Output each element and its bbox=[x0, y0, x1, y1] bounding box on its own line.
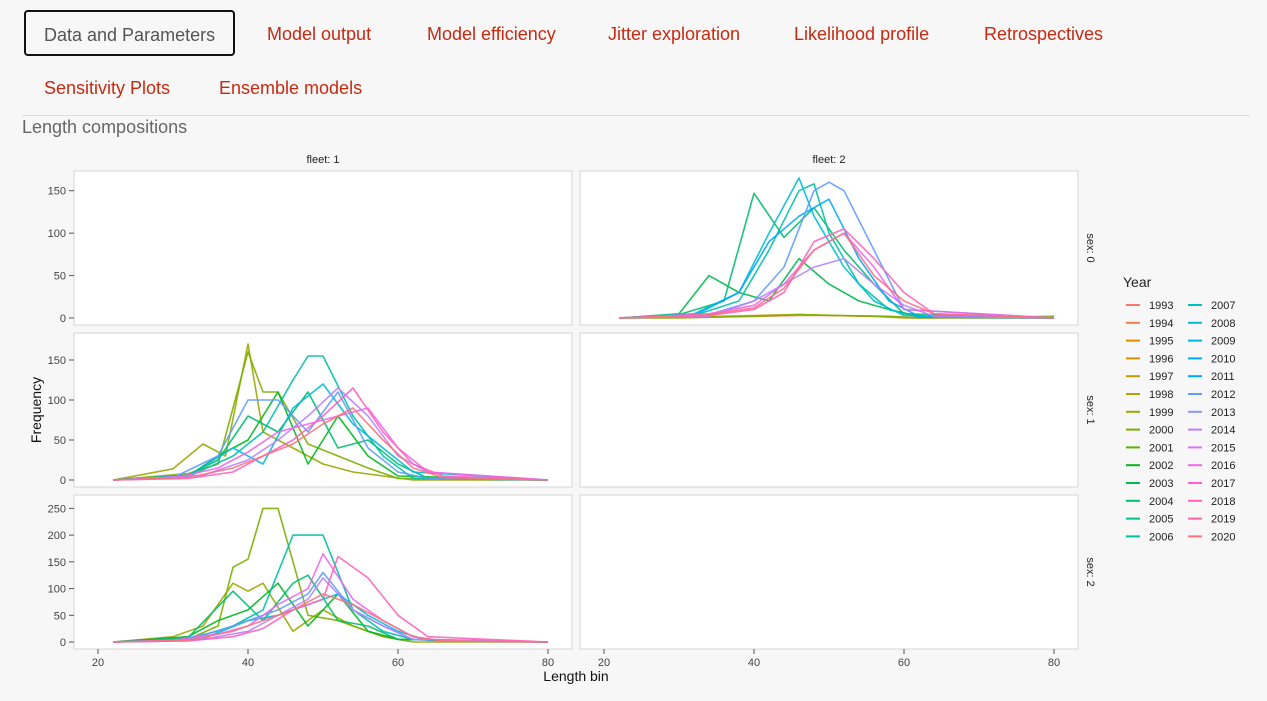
series-line-2014 bbox=[112, 577, 549, 643]
series-line-2008 bbox=[112, 383, 549, 481]
legend-label: 2018 bbox=[1211, 496, 1235, 508]
series-line-2012 bbox=[112, 391, 549, 481]
legend-label: 2001 bbox=[1149, 442, 1173, 454]
panel-background bbox=[73, 170, 573, 326]
section-title: Length compositions bbox=[22, 117, 188, 137]
facet-row-label: sex: 1 bbox=[1084, 395, 1096, 424]
x-tick-label: 80 bbox=[542, 657, 554, 669]
y-tick-label: 100 bbox=[48, 228, 66, 240]
tab-bar: Data and Parameters Model output Model e… bbox=[0, 0, 1267, 116]
panel-background bbox=[579, 494, 1079, 650]
tab-jitter-exploration[interactable]: Jitter exploration bbox=[608, 24, 741, 44]
legend-label: 2005 bbox=[1149, 514, 1173, 526]
panel-background bbox=[579, 170, 1079, 326]
legend-title: Year bbox=[1123, 274, 1152, 290]
y-tick-label: 150 bbox=[48, 557, 66, 569]
x-tick-label: 20 bbox=[92, 657, 104, 669]
y-tick-label: 150 bbox=[48, 355, 66, 367]
series-line-2004 bbox=[618, 192, 1055, 319]
legend-label: 2008 bbox=[1211, 318, 1235, 330]
series-line-2020 bbox=[618, 232, 1055, 319]
series-line-2004 bbox=[112, 574, 549, 643]
y-tick-label: 0 bbox=[60, 475, 66, 487]
legend-label: 2012 bbox=[1211, 389, 1235, 401]
y-tick-label: 150 bbox=[48, 186, 66, 198]
x-tick-label: 80 bbox=[1048, 657, 1060, 669]
legend-label: 1994 bbox=[1149, 318, 1173, 330]
x-tick-label: 40 bbox=[748, 657, 760, 669]
x-tick-label: 60 bbox=[392, 657, 404, 669]
series-line-2018 bbox=[112, 555, 549, 643]
legend-label: 2004 bbox=[1149, 496, 1173, 508]
legend-label: 2013 bbox=[1211, 407, 1235, 419]
legend-label: 2002 bbox=[1149, 460, 1173, 472]
panel-background bbox=[73, 332, 573, 488]
x-tick-label: 20 bbox=[598, 657, 610, 669]
legend-label: 2019 bbox=[1211, 514, 1235, 526]
y-tick-label: 250 bbox=[48, 503, 66, 515]
legend-label: 2000 bbox=[1149, 425, 1173, 437]
legend-label: 1996 bbox=[1149, 353, 1173, 365]
y-tick-label: 0 bbox=[60, 313, 66, 325]
tab-ensemble-models[interactable]: Ensemble models bbox=[219, 78, 363, 98]
tab-data-and-parameters[interactable]: Data and Parameters bbox=[24, 10, 236, 56]
legend-label: 2011 bbox=[1211, 371, 1235, 383]
series-line-2018 bbox=[112, 387, 549, 481]
legend-label: 2010 bbox=[1211, 353, 1235, 365]
y-tick-label: 100 bbox=[48, 395, 66, 407]
legend-label: 1993 bbox=[1149, 300, 1173, 312]
x-tick-label: 40 bbox=[242, 657, 254, 669]
legend-label: 2016 bbox=[1211, 460, 1235, 472]
legend-label: 2009 bbox=[1211, 336, 1235, 348]
facet-column-label: fleet: 1 bbox=[306, 154, 339, 166]
tab-sensitivity-plots[interactable]: Sensitivity Plots bbox=[44, 78, 171, 98]
legend-label: 1999 bbox=[1149, 407, 1173, 419]
series-line-2002 bbox=[112, 582, 549, 643]
facet-column-label: fleet: 2 bbox=[812, 154, 845, 166]
facet-row-label: sex: 0 bbox=[1084, 233, 1096, 262]
legend-label: 1998 bbox=[1149, 389, 1173, 401]
series-line-2020 bbox=[112, 593, 549, 643]
y-tick-label: 0 bbox=[60, 637, 66, 649]
series-line-2006 bbox=[618, 183, 1055, 319]
series-line-2006 bbox=[112, 355, 549, 481]
y-tick-label: 100 bbox=[48, 584, 66, 596]
series-line-2020 bbox=[112, 407, 549, 481]
y-tick-label: 50 bbox=[54, 610, 66, 622]
facet-row-label: sex: 2 bbox=[1084, 557, 1096, 586]
legend-label: 2006 bbox=[1149, 531, 1173, 543]
x-tick-label: 60 bbox=[898, 657, 910, 669]
legend-label: 1997 bbox=[1149, 371, 1173, 383]
series-line-2018 bbox=[618, 228, 1055, 319]
y-axis-title: Frequency bbox=[28, 377, 44, 443]
series-line-2012 bbox=[618, 181, 1055, 319]
y-tick-label: 200 bbox=[48, 530, 66, 542]
panel-background bbox=[579, 332, 1079, 488]
y-tick-label: 50 bbox=[54, 435, 66, 447]
tab-model-efficiency[interactable]: Model efficiency bbox=[427, 24, 556, 44]
tab-divider bbox=[22, 115, 1250, 116]
legend-label: 2014 bbox=[1211, 425, 1235, 437]
series-line-2000 bbox=[619, 313, 1055, 319]
legend-label: 1995 bbox=[1149, 336, 1173, 348]
legend-label: 2015 bbox=[1211, 442, 1235, 454]
legend-label: 2017 bbox=[1211, 478, 1235, 490]
legend-label: 2020 bbox=[1211, 531, 1235, 543]
legend-label: 2007 bbox=[1211, 300, 1235, 312]
x-axis-title: Length bin bbox=[543, 668, 608, 684]
tab-model-output[interactable]: Model output bbox=[267, 24, 372, 44]
y-tick-label: 50 bbox=[54, 271, 66, 283]
tab-retrospectives[interactable]: Retrospectives bbox=[984, 24, 1104, 44]
tab-likelihood-profile[interactable]: Likelihood profile bbox=[794, 24, 930, 44]
series-line-2016 bbox=[112, 407, 549, 481]
legend-label: 2003 bbox=[1149, 478, 1173, 490]
